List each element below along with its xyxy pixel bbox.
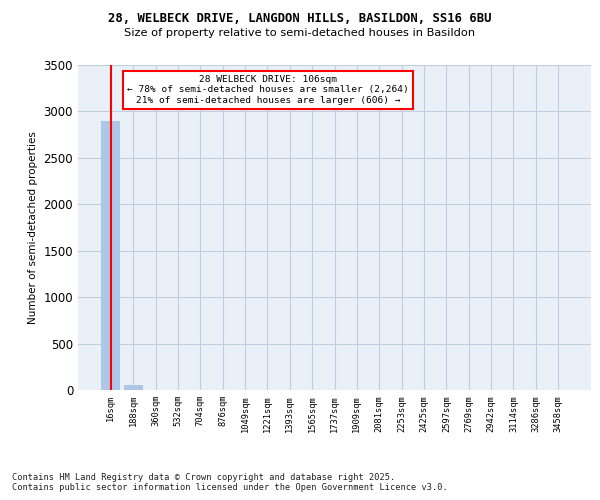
Text: 28, WELBECK DRIVE, LANGDON HILLS, BASILDON, SS16 6BU: 28, WELBECK DRIVE, LANGDON HILLS, BASILD… bbox=[108, 12, 492, 26]
Text: 28 WELBECK DRIVE: 106sqm
← 78% of semi-detached houses are smaller (2,264)
21% o: 28 WELBECK DRIVE: 106sqm ← 78% of semi-d… bbox=[127, 74, 409, 104]
Bar bbox=[124, 386, 143, 390]
Y-axis label: Number of semi-detached properties: Number of semi-detached properties bbox=[28, 131, 38, 324]
Text: Size of property relative to semi-detached houses in Basildon: Size of property relative to semi-detach… bbox=[124, 28, 476, 38]
Bar bbox=[101, 122, 121, 390]
Text: Contains HM Land Registry data © Crown copyright and database right 2025.
Contai: Contains HM Land Registry data © Crown c… bbox=[12, 473, 448, 492]
